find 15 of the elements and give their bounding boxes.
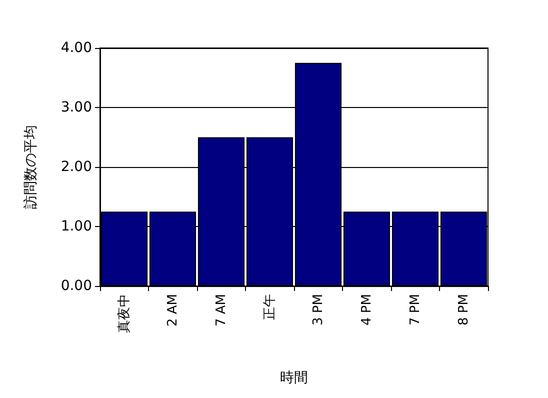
x-tick-label: 真夜中 [116, 294, 132, 333]
y-axis-title: 訪問数の平均 [23, 125, 39, 209]
x-tick-label: 3 PM [310, 294, 326, 326]
y-tick-label: 4.00 [60, 40, 92, 56]
x-tick-label: 8 PM [456, 294, 472, 326]
x-axis-title: 時間 [280, 370, 308, 386]
x-tick-label: 正午 [262, 294, 278, 320]
y-tick-label: 3.00 [60, 100, 92, 116]
x-tick-label: 4 PM [359, 294, 374, 326]
y-tick-label: 2.00 [60, 159, 92, 175]
x-tick-label: 7 AM [214, 294, 229, 327]
y-tick-label: 0.00 [60, 278, 92, 294]
y-tick-label: 1.00 [60, 218, 92, 234]
x-tick-label: 2 AM [165, 294, 180, 327]
x-tick-label: 7 PM [408, 294, 423, 326]
